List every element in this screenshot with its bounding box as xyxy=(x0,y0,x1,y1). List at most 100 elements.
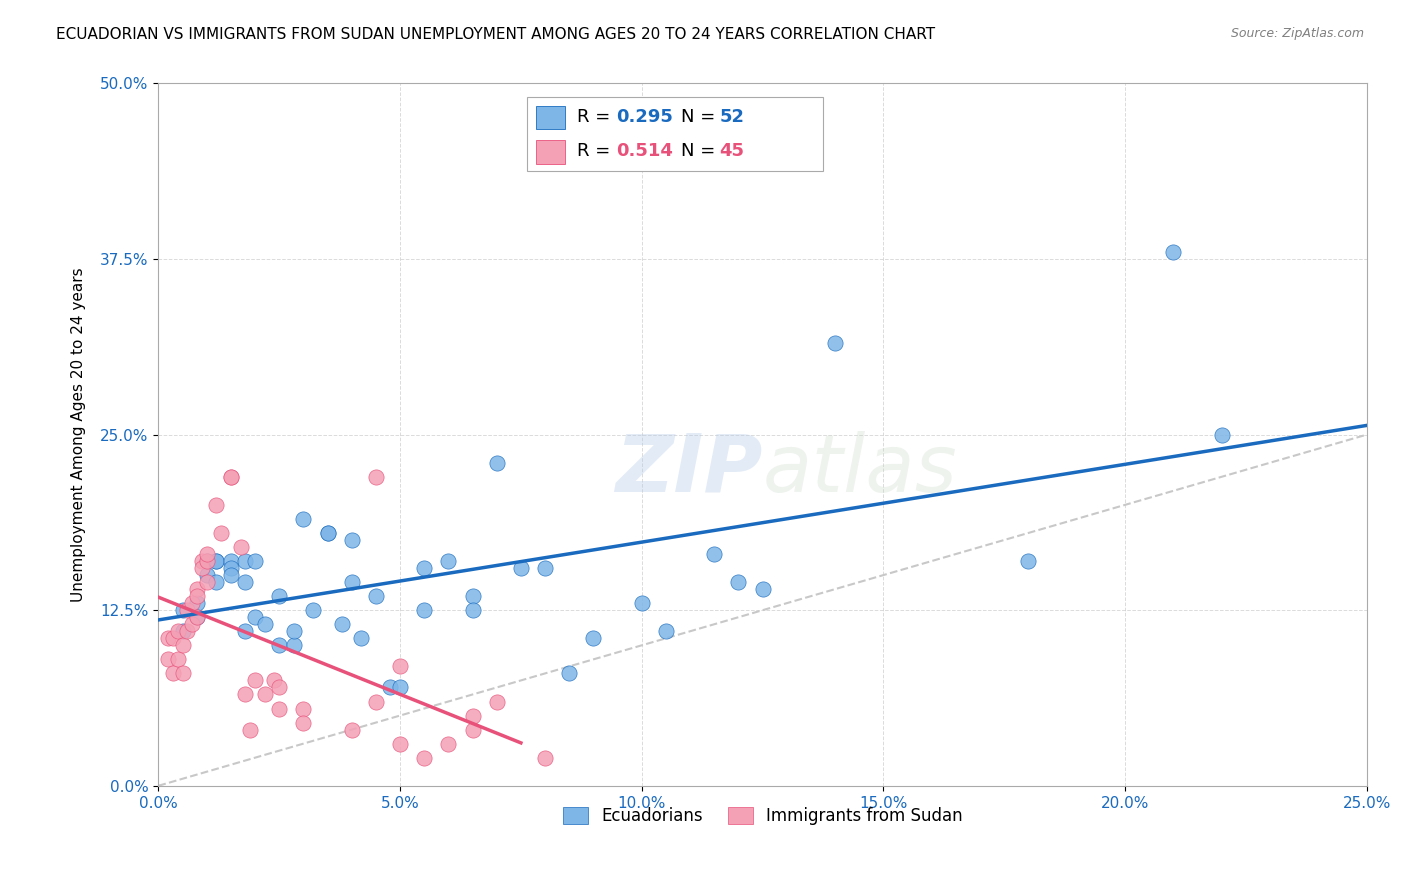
Point xyxy=(186,610,208,624)
Point xyxy=(413,561,436,575)
Point xyxy=(340,723,363,737)
Point xyxy=(186,582,208,596)
Point xyxy=(302,603,325,617)
Point xyxy=(292,512,315,526)
Point xyxy=(703,547,725,561)
Text: ECUADORIAN VS IMMIGRANTS FROM SUDAN UNEMPLOYMENT AMONG AGES 20 TO 24 YEARS CORRE: ECUADORIAN VS IMMIGRANTS FROM SUDAN UNEM… xyxy=(56,27,935,42)
Point xyxy=(205,498,228,512)
Point xyxy=(364,469,387,483)
Point xyxy=(181,617,204,632)
Point xyxy=(558,666,581,681)
Point xyxy=(205,554,228,568)
Point xyxy=(727,575,749,590)
Point xyxy=(186,589,208,603)
Point xyxy=(534,561,557,575)
Point xyxy=(229,540,252,554)
Point xyxy=(437,737,460,751)
Point xyxy=(269,681,291,695)
Point xyxy=(176,624,198,639)
Point xyxy=(235,575,257,590)
Point xyxy=(283,624,305,639)
Point xyxy=(186,596,208,610)
Point xyxy=(461,603,484,617)
Point xyxy=(751,582,773,596)
Point xyxy=(162,632,184,646)
Point xyxy=(235,624,257,639)
Point xyxy=(485,456,508,470)
Point xyxy=(195,568,218,582)
Point xyxy=(330,617,353,632)
Point xyxy=(389,659,412,673)
Point xyxy=(219,554,242,568)
Point xyxy=(582,632,605,646)
Point xyxy=(364,589,387,603)
Y-axis label: Unemployment Among Ages 20 to 24 years: Unemployment Among Ages 20 to 24 years xyxy=(72,268,86,602)
Point xyxy=(195,554,218,568)
Text: Source: ZipAtlas.com: Source: ZipAtlas.com xyxy=(1230,27,1364,40)
Point xyxy=(630,596,652,610)
Point xyxy=(172,638,194,652)
Point xyxy=(235,688,257,702)
Point xyxy=(824,336,846,351)
Point xyxy=(1017,554,1039,568)
Point xyxy=(191,561,214,575)
Point xyxy=(243,554,266,568)
Point xyxy=(380,681,402,695)
Point xyxy=(413,603,436,617)
Point xyxy=(1163,245,1185,260)
Point xyxy=(269,589,291,603)
Point xyxy=(195,547,218,561)
Point xyxy=(461,708,484,723)
Point xyxy=(166,652,188,666)
Point xyxy=(389,737,412,751)
Point xyxy=(340,575,363,590)
Point xyxy=(195,575,218,590)
Point xyxy=(461,723,484,737)
Point xyxy=(172,624,194,639)
Point xyxy=(389,681,412,695)
Point xyxy=(219,469,242,483)
Point xyxy=(253,617,276,632)
Point xyxy=(157,652,180,666)
Point xyxy=(292,715,315,730)
Point xyxy=(157,632,180,646)
Point xyxy=(364,694,387,708)
Point xyxy=(509,561,531,575)
Point xyxy=(485,694,508,708)
Point xyxy=(413,750,436,764)
Point xyxy=(534,750,557,764)
Point xyxy=(253,688,276,702)
Point xyxy=(461,589,484,603)
Legend: Ecuadorians, Immigrants from Sudan: Ecuadorians, Immigrants from Sudan xyxy=(554,799,972,834)
Point xyxy=(655,624,678,639)
Point xyxy=(205,575,228,590)
Point xyxy=(243,610,266,624)
Point xyxy=(283,638,305,652)
Point xyxy=(162,666,184,681)
Point xyxy=(209,525,232,540)
Point xyxy=(437,554,460,568)
Point xyxy=(340,533,363,547)
Point xyxy=(186,610,208,624)
Point xyxy=(195,554,218,568)
Point xyxy=(243,673,266,688)
Point xyxy=(316,525,339,540)
Point xyxy=(172,666,194,681)
Point xyxy=(316,525,339,540)
Point xyxy=(219,568,242,582)
Point xyxy=(205,554,228,568)
Point xyxy=(219,469,242,483)
Point xyxy=(235,554,257,568)
Point xyxy=(263,673,285,688)
Text: ZIP: ZIP xyxy=(616,431,762,508)
Point xyxy=(269,638,291,652)
Point xyxy=(350,632,373,646)
Point xyxy=(181,596,204,610)
Point xyxy=(219,561,242,575)
Point xyxy=(191,554,214,568)
Point xyxy=(166,624,188,639)
Point xyxy=(1211,427,1233,442)
Point xyxy=(292,701,315,715)
Point xyxy=(239,723,262,737)
Text: atlas: atlas xyxy=(762,431,957,508)
